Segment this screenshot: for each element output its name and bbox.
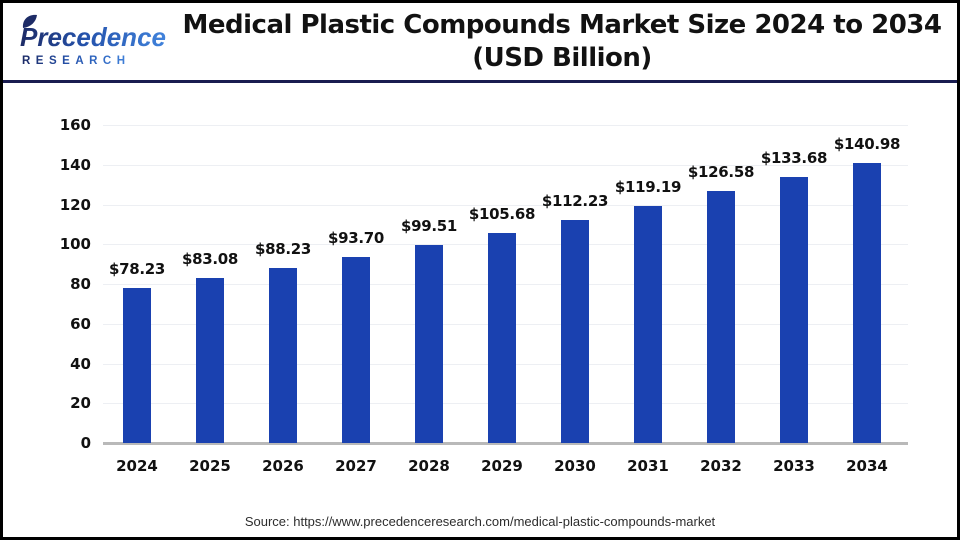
y-axis-tick-label: 0 xyxy=(80,434,91,452)
bar-2028 xyxy=(415,245,443,443)
bar-2025 xyxy=(196,277,224,443)
x-axis-tick-label: 2027 xyxy=(335,457,377,475)
gridline xyxy=(103,164,908,166)
y-axis-tick-label: 40 xyxy=(70,354,91,373)
bar-value-label: $78.23 xyxy=(108,259,166,278)
x-axis-line xyxy=(103,442,908,445)
chart-header: Precedence RESEARCH Medical Plastic Comp… xyxy=(3,3,957,80)
bar-2032 xyxy=(707,191,735,443)
bar-value-label: $105.68 xyxy=(468,204,536,223)
bar-value-label: $93.70 xyxy=(327,228,385,247)
x-axis-tick-label: 2025 xyxy=(189,457,231,475)
bar-2030 xyxy=(561,219,589,443)
bar-2031 xyxy=(634,206,662,443)
bar-2026 xyxy=(269,267,297,443)
x-axis-tick-label: 2024 xyxy=(116,457,158,475)
bar-value-label: $140.98 xyxy=(833,134,901,153)
bar-value-label: $119.19 xyxy=(614,178,682,197)
bar-2033 xyxy=(780,177,808,443)
chart-title-line1: Medical Plastic Compounds Market Size 20… xyxy=(182,9,942,40)
y-axis-tick-label: 120 xyxy=(59,195,91,214)
bar-value-label: $126.58 xyxy=(687,163,755,182)
x-axis-tick-label: 2033 xyxy=(773,457,815,475)
x-axis-tick-label: 2030 xyxy=(554,457,596,475)
bar-2024 xyxy=(123,287,151,443)
chart-title: Medical Plastic Compounds Market Size 20… xyxy=(175,9,957,75)
y-axis-tick-label: 20 xyxy=(70,394,91,413)
x-axis-tick-label: 2028 xyxy=(408,457,450,475)
leaf-icon xyxy=(22,14,37,28)
bar-2029 xyxy=(488,232,516,443)
y-axis-tick-label: 60 xyxy=(70,314,91,333)
gridline xyxy=(103,204,908,206)
x-axis-tick-label: 2032 xyxy=(700,457,742,475)
gridline xyxy=(103,125,908,126)
logo-brand-text: Precedence xyxy=(20,22,166,52)
header-divider xyxy=(3,80,957,83)
x-axis-tick-label: 2031 xyxy=(627,457,669,475)
y-axis-tick-label: 80 xyxy=(70,275,91,293)
x-axis-tick-label: 2034 xyxy=(846,457,888,475)
y-axis-tick-label: 100 xyxy=(59,235,91,254)
x-axis-tick-label: 2029 xyxy=(481,457,523,475)
source-link[interactable]: Source: https://www.precedenceresearch.c… xyxy=(244,514,716,529)
precedence-research-logo: Precedence RESEARCH xyxy=(20,14,166,67)
y-axis-tick-label: 160 xyxy=(59,116,91,134)
bar-2027 xyxy=(342,256,370,443)
bar-chart: 0 20 40 60 80 100 120 140 160 $78.23 2024 $83.08 202… xyxy=(3,3,960,543)
bar-value-label: $99.51 xyxy=(400,217,458,236)
x-axis-tick-label: 2026 xyxy=(262,457,304,475)
bar-value-label: $88.23 xyxy=(254,239,312,258)
brand-logo: Precedence RESEARCH xyxy=(3,9,175,74)
bar-value-label: $133.68 xyxy=(760,149,828,168)
bar-2034 xyxy=(853,162,881,443)
bar-value-label: $83.08 xyxy=(181,249,239,268)
y-axis-tick-label: 140 xyxy=(59,155,91,174)
logo-sub-text: RESEARCH xyxy=(22,55,131,67)
bar-value-label: $112.23 xyxy=(541,191,609,210)
chart-title-line2: (USD Billion) xyxy=(472,42,652,73)
